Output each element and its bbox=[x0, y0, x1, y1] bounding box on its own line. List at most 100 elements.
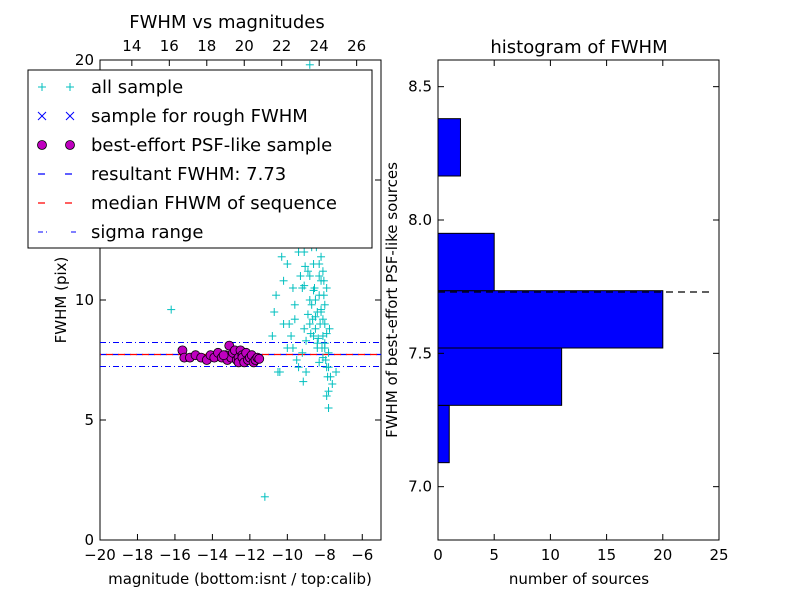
all-sample-point bbox=[332, 368, 341, 376]
histogram-x-tick-label: 0 bbox=[433, 546, 443, 564]
scatter-x-tick-label: −10 bbox=[272, 546, 304, 564]
all-sample-point bbox=[300, 324, 309, 333]
legend-label-resultant: resultant FWHM: 7.73 bbox=[91, 164, 286, 185]
all-sample-point bbox=[305, 296, 314, 304]
all-sample-point bbox=[303, 310, 312, 319]
histogram-bar bbox=[437, 232, 495, 292]
all-sample-point bbox=[303, 267, 312, 276]
scatter-top-tick-label: 24 bbox=[310, 37, 329, 55]
best-effort-point bbox=[218, 350, 229, 361]
scatter-chart: −20−18−16−14−12−10−8−6051015201416182022… bbox=[27, 12, 382, 588]
legend-label-median: median FHWM of sequence bbox=[91, 193, 337, 214]
legend-marker-rough-sample bbox=[65, 111, 75, 121]
legend-marker-rough-sample bbox=[37, 111, 47, 121]
all-sample-point bbox=[317, 252, 326, 261]
all-sample-point bbox=[287, 332, 296, 340]
legend-label-sigma: sigma range bbox=[91, 222, 203, 243]
scatter-top-tick-label: 18 bbox=[197, 37, 216, 55]
legend-label-best-sample: best-effort PSF-like sample bbox=[91, 135, 332, 156]
all-sample-point bbox=[314, 334, 323, 343]
all-sample-point bbox=[305, 60, 314, 69]
histogram-chart: 0 5 10 15 20 25 7.0 7.5 8.0 8.5 histogram of FWHM… bbox=[383, 37, 729, 588]
legend-label-rough-sample: sample for rough FWHM bbox=[91, 106, 308, 127]
histogram-title: histogram of FWHM bbox=[490, 37, 667, 58]
all-sample-point bbox=[307, 300, 316, 309]
all-sample-point bbox=[318, 353, 327, 362]
all-sample-point bbox=[275, 368, 284, 376]
all-sample-point bbox=[311, 324, 320, 333]
all-sample-point bbox=[324, 348, 333, 357]
all-sample-point bbox=[283, 260, 292, 268]
all-sample-point bbox=[324, 387, 333, 396]
histogram-x-tick-label: 20 bbox=[653, 546, 672, 564]
scatter-x-tick-label: −12 bbox=[234, 546, 266, 564]
all-sample-point bbox=[326, 372, 335, 381]
scatter-top-tick-label: 26 bbox=[347, 37, 366, 55]
all-sample-point bbox=[318, 315, 327, 324]
all-sample-point bbox=[317, 276, 326, 285]
histogram-y-tick-label: 8.5 bbox=[408, 78, 432, 96]
all-sample-point bbox=[294, 248, 303, 256]
all-sample-point bbox=[292, 356, 301, 364]
scatter-title: FWHM vs magnitudes bbox=[129, 12, 324, 33]
scatter-top-tick-label: 14 bbox=[122, 37, 141, 55]
histogram-frame bbox=[437, 59, 720, 541]
all-sample-point bbox=[308, 315, 317, 324]
all-sample-point bbox=[277, 252, 286, 261]
legend-frame bbox=[27, 69, 373, 249]
all-sample-point bbox=[288, 284, 297, 292]
all-sample-point bbox=[320, 320, 329, 328]
all-sample-point bbox=[306, 329, 315, 338]
all-sample-point bbox=[268, 332, 277, 340]
scatter-x-tick-label: −16 bbox=[159, 546, 191, 564]
all-sample-point bbox=[299, 377, 308, 386]
histogram-y-tick-label: 7.5 bbox=[408, 344, 432, 362]
scatter-top-tick-label: 20 bbox=[235, 37, 254, 55]
all-sample-point bbox=[296, 272, 305, 280]
histogram-y-label: FWHM of best-effort PSF-like sources bbox=[383, 162, 401, 438]
legend-marker-best-sample bbox=[37, 140, 47, 150]
all-sample-point bbox=[315, 272, 324, 280]
scatter-x-tick-label: −14 bbox=[197, 546, 229, 564]
all-sample-point bbox=[270, 308, 279, 316]
all-sample-point bbox=[290, 300, 299, 309]
all-sample-point bbox=[318, 267, 327, 276]
scatter-legend: all sample sample for rough FWHM best-ef… bbox=[27, 69, 373, 249]
all-sample-point bbox=[319, 291, 328, 300]
legend-label-all-sample: all sample bbox=[91, 77, 183, 98]
all-sample-point bbox=[305, 272, 314, 280]
histogram-bar bbox=[437, 290, 664, 349]
all-sample-point bbox=[324, 404, 333, 412]
all-sample-point bbox=[309, 286, 318, 295]
histogram-bar bbox=[437, 118, 461, 177]
legend-marker-all-sample bbox=[66, 83, 74, 91]
legend-marker-all-sample bbox=[38, 83, 46, 91]
all-sample-point bbox=[324, 363, 333, 372]
all-sample-point bbox=[309, 260, 318, 268]
all-sample-point bbox=[322, 329, 331, 338]
all-sample-point bbox=[305, 320, 314, 328]
histogram-bar bbox=[437, 404, 450, 464]
legend-marker-best-sample bbox=[65, 140, 75, 150]
histogram-bar bbox=[437, 347, 563, 406]
scatter-top-tick-label: 16 bbox=[160, 37, 179, 55]
histogram-x-tick-label: 25 bbox=[709, 546, 728, 564]
all-sample-point bbox=[302, 368, 311, 376]
scatter-x-tick-label: −20 bbox=[84, 546, 116, 564]
best-effort-point bbox=[254, 353, 265, 364]
all-sample-point bbox=[322, 284, 331, 292]
scatter-x-tick-label: −18 bbox=[122, 546, 154, 564]
histogram-x-tick-label: 15 bbox=[597, 546, 616, 564]
all-sample-point bbox=[325, 324, 334, 333]
all-sample-point bbox=[317, 305, 326, 314]
all-sample-point bbox=[285, 320, 294, 328]
all-sample-point bbox=[294, 363, 303, 372]
all-sample-point bbox=[300, 281, 309, 290]
all-sample-point bbox=[328, 380, 337, 388]
all-sample-point bbox=[302, 336, 311, 345]
all-sample-point bbox=[298, 348, 307, 357]
all-sample-point bbox=[322, 392, 331, 400]
all-sample-point bbox=[315, 358, 324, 367]
histogram-x-label: number of sources bbox=[509, 570, 649, 588]
scatter-top-tick-label: 22 bbox=[272, 37, 291, 55]
